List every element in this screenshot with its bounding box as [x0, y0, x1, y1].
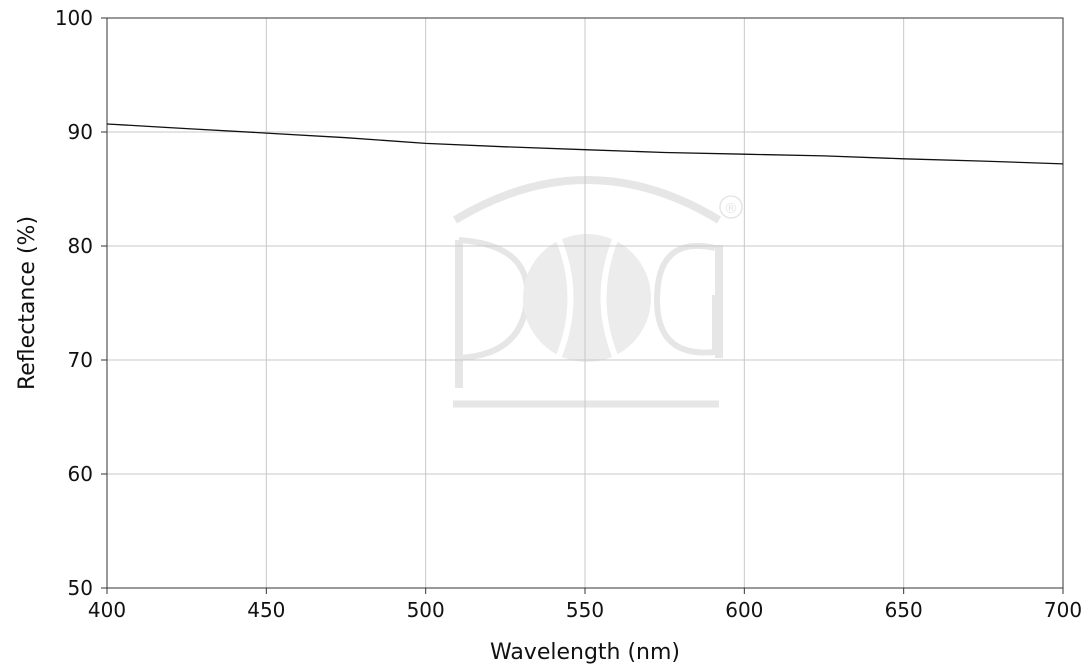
y-tick-label: 60 — [68, 462, 93, 486]
y-tick-label: 50 — [68, 576, 93, 600]
x-tick-label: 400 — [88, 598, 126, 622]
grid — [107, 18, 1063, 588]
y-axis-title: Reflectance (%) — [15, 216, 40, 390]
series-line-0 — [106, 123, 1064, 165]
registered-mark: ® — [724, 201, 738, 217]
y-tick-label: 100 — [55, 6, 93, 30]
y-tick-label: 90 — [68, 120, 93, 144]
axis-ticks: 400 450 500 550 600 650 700 50 60 70 80 90 100 — [55, 6, 1082, 622]
x-tick-label: 600 — [725, 598, 763, 622]
y-tick-label: 80 — [68, 234, 93, 258]
series-layer — [106, 123, 1064, 165]
x-tick-label: 500 — [407, 598, 445, 622]
x-tick-label: 650 — [885, 598, 923, 622]
pog-watermark-logo: ® — [452, 176, 743, 408]
x-tick-label: 700 — [1044, 598, 1082, 622]
y-tick-label: 70 — [68, 348, 93, 372]
x-tick-label: 550 — [566, 598, 604, 622]
x-axis-title: Wavelength (nm) — [490, 640, 680, 665]
x-tick-label: 450 — [247, 598, 285, 622]
